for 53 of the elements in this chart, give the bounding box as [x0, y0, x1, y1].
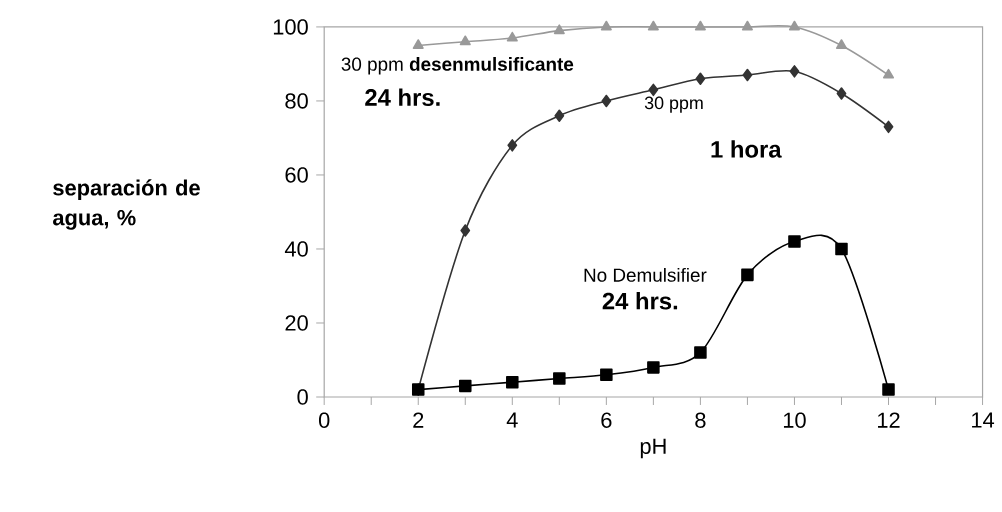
point: [554, 109, 565, 123]
x-tick-label: 14: [972, 412, 995, 428]
point: [506, 376, 519, 389]
annotation: 30 ppm: [644, 96, 703, 113]
annotation: 24 hrs.: [602, 292, 678, 310]
x-tick-label: 10: [783, 412, 806, 429]
annotation: 30 ppm desenmulsificante: [341, 57, 574, 75]
x-tick-label: 0: [318, 412, 330, 429]
x-axis-title: pH: [640, 438, 666, 459]
point: [788, 235, 801, 248]
point: [789, 65, 800, 78]
point: [694, 20, 706, 31]
point: [835, 242, 848, 256]
point: [741, 20, 753, 31]
point: [601, 94, 612, 108]
point: [647, 20, 659, 31]
point: [647, 361, 660, 374]
point: [883, 120, 894, 134]
y-tick-label: 0: [297, 389, 308, 405]
annotation: 1 hora: [711, 140, 782, 158]
point: [835, 39, 848, 50]
point: [459, 35, 471, 46]
point: [742, 68, 753, 82]
annotation: 24 hrs.: [365, 88, 440, 107]
point: [882, 383, 895, 397]
y-tick-label: 60: [285, 167, 308, 183]
x-tick-label: 2: [413, 412, 424, 428]
x-tick-label: 8: [695, 412, 706, 429]
point: [459, 379, 472, 393]
point: [741, 268, 754, 282]
y-tick-label: 20: [285, 315, 308, 331]
point: [836, 87, 847, 100]
point: [412, 39, 424, 50]
x-tick-label: 12: [878, 412, 900, 428]
y-axis-title: separación de agua, %: [53, 179, 200, 230]
point: [553, 24, 565, 35]
annotation: No Demulsifier: [584, 268, 707, 282]
point: [695, 72, 706, 86]
point: [506, 31, 518, 42]
y-tick-label: 40: [284, 241, 308, 257]
point: [600, 368, 613, 382]
y-tick-label: 100: [273, 19, 308, 35]
point: [694, 346, 707, 359]
point: [507, 139, 518, 152]
x-tick-label: 6: [601, 412, 612, 429]
y-tick-label: 80: [285, 93, 308, 109]
x-tick-label: 4: [506, 412, 518, 428]
point: [788, 20, 800, 31]
point: [648, 83, 659, 97]
point: [553, 372, 566, 385]
point: [460, 224, 471, 237]
point: [600, 20, 612, 31]
point: [882, 68, 895, 79]
